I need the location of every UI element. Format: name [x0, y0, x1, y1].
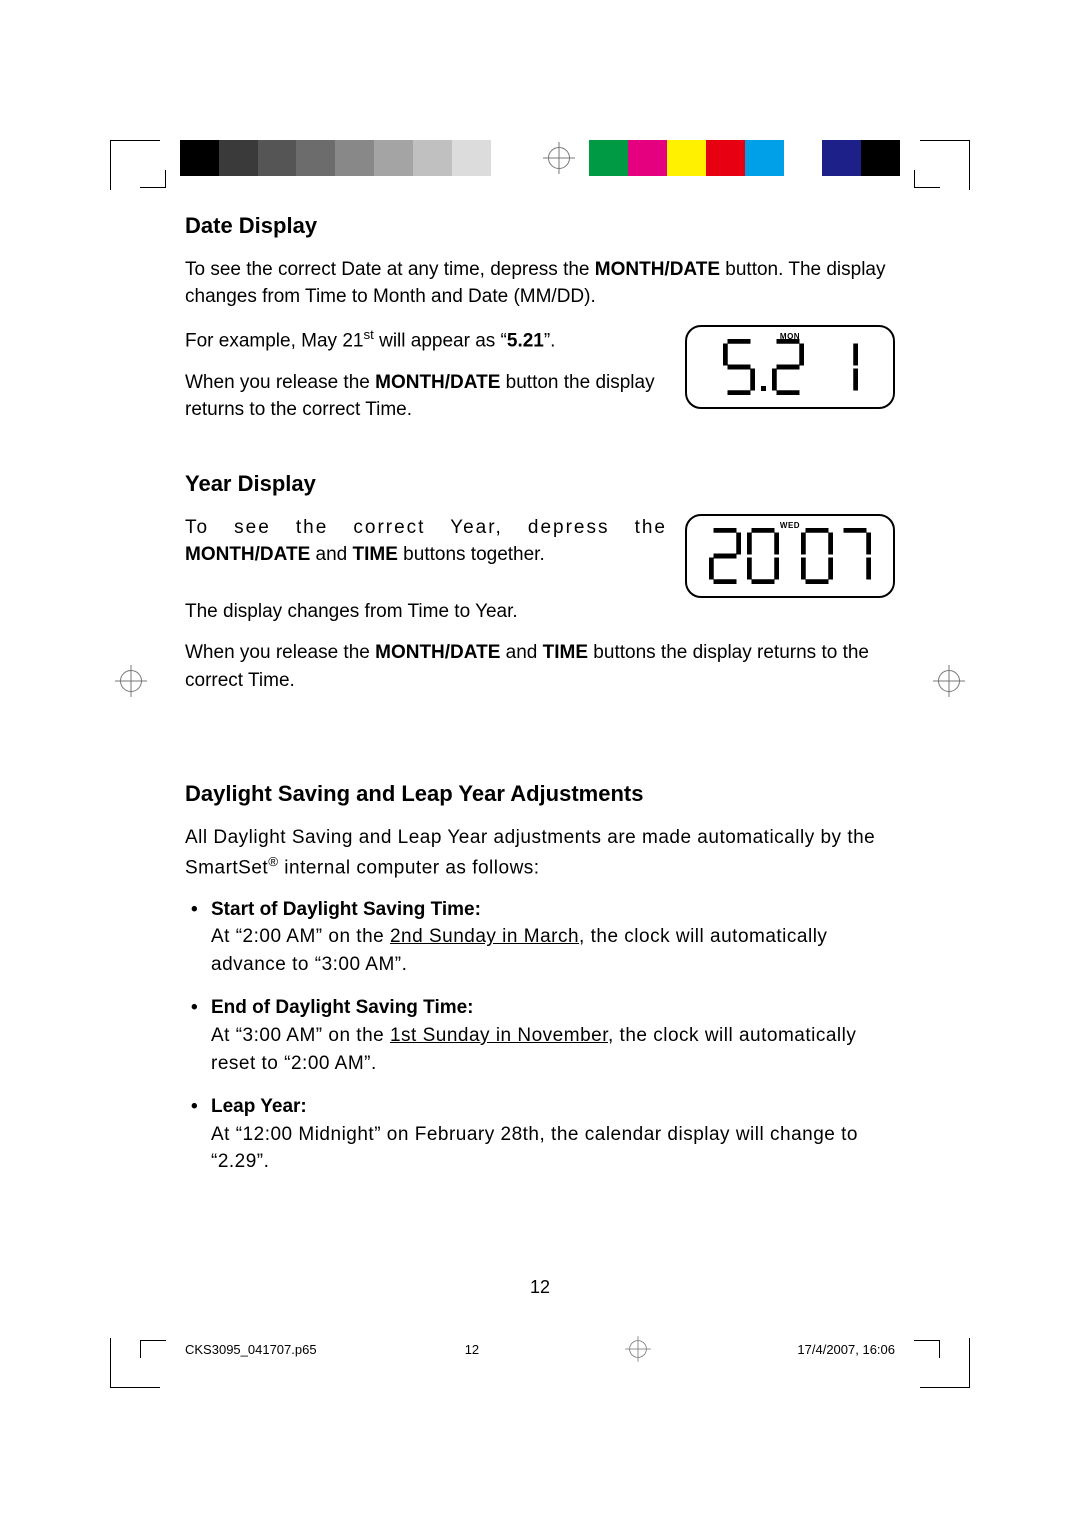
list-item: End of Daylight Saving Time:At “3:00 AM”… — [211, 994, 895, 1077]
paragraph: All Daylight Saving and Leap Year adjust… — [185, 824, 895, 881]
text: ”. — [544, 330, 556, 351]
text: buttons together. — [398, 544, 545, 565]
text: For example, May 21 — [185, 330, 363, 351]
text: internal computer as follows: — [279, 857, 540, 878]
button-name: MONTH/DATE — [375, 372, 500, 393]
paragraph: For example, May 21st will appear as “5.… — [185, 325, 667, 355]
text: To see the correct Year, depress the — [185, 517, 667, 538]
superscript: st — [363, 327, 373, 342]
example-value: 5.21 — [507, 330, 544, 351]
button-name: MONTH/DATE — [375, 642, 500, 663]
lcd-display-year: WED — [685, 514, 895, 598]
registration-mark-icon — [938, 670, 960, 692]
paragraph: The display changes from Time to Year. — [185, 598, 895, 626]
button-name: MONTH/DATE — [185, 544, 310, 565]
text: To see the correct Date at any time, dep… — [185, 259, 595, 280]
registered-mark: ® — [268, 854, 278, 869]
printer-colorbar — [180, 140, 900, 176]
button-name: TIME — [543, 642, 588, 663]
footer-page: 12 — [465, 1342, 479, 1357]
bullet-title: End of Daylight Saving Time: — [211, 994, 895, 1022]
text: and — [500, 642, 542, 663]
list-item: Leap Year:At “12:00 Midnight” on Februar… — [211, 1093, 895, 1176]
button-name: TIME — [353, 544, 398, 565]
paragraph: To see the correct Date at any time, dep… — [185, 256, 895, 311]
crop-mark-inner — [914, 170, 940, 188]
lcd-display-date: MON — [685, 325, 895, 409]
button-name: MONTH/DATE — [595, 259, 720, 280]
bullet-title: Start of Daylight Saving Time: — [211, 896, 895, 924]
text: When you release the — [185, 372, 375, 393]
crop-mark-inner — [140, 1340, 166, 1358]
heading-date-display: Date Display — [185, 210, 895, 242]
heading-dst: Daylight Saving and Leap Year Adjustment… — [185, 778, 895, 810]
registration-mark-icon — [629, 1340, 647, 1358]
bullet-title: Leap Year: — [211, 1093, 895, 1121]
lcd-day-label: MON — [780, 331, 800, 343]
page-content: Date Display To see the correct Date at … — [185, 210, 895, 1268]
paragraph: To see the correct Year, depress the MON… — [185, 514, 667, 569]
text: will appear as “ — [374, 330, 507, 351]
crop-mark-inner — [914, 1340, 940, 1358]
paragraph: When you release the MONTH/DATE and TIME… — [185, 639, 895, 694]
footer-timestamp: 17/4/2007, 16:06 — [797, 1342, 895, 1357]
text: and — [310, 544, 352, 565]
bullet-body: At “2:00 AM” on the 2nd Sunday in March,… — [211, 923, 895, 978]
registration-mark-icon — [120, 670, 142, 692]
footer: CKS3095_041707.p65 12 17/4/2007, 16:06 — [185, 1338, 895, 1360]
dst-bullet-list: Start of Daylight Saving Time:At “2:00 A… — [185, 896, 895, 1176]
bullet-body: At “12:00 Midnight” on February 28th, th… — [211, 1121, 895, 1176]
page-number: 12 — [0, 1277, 1080, 1298]
lcd-day-label: WED — [780, 520, 800, 532]
heading-year-display: Year Display — [185, 468, 895, 500]
crop-mark-inner — [140, 170, 166, 188]
list-item: Start of Daylight Saving Time:At “2:00 A… — [211, 896, 895, 979]
footer-filename: CKS3095_041707.p65 — [185, 1342, 317, 1357]
text: When you release the — [185, 642, 375, 663]
bullet-body: At “3:00 AM” on the 1st Sunday in Novemb… — [211, 1022, 895, 1077]
paragraph: When you release the MONTH/DATE button t… — [185, 369, 667, 424]
